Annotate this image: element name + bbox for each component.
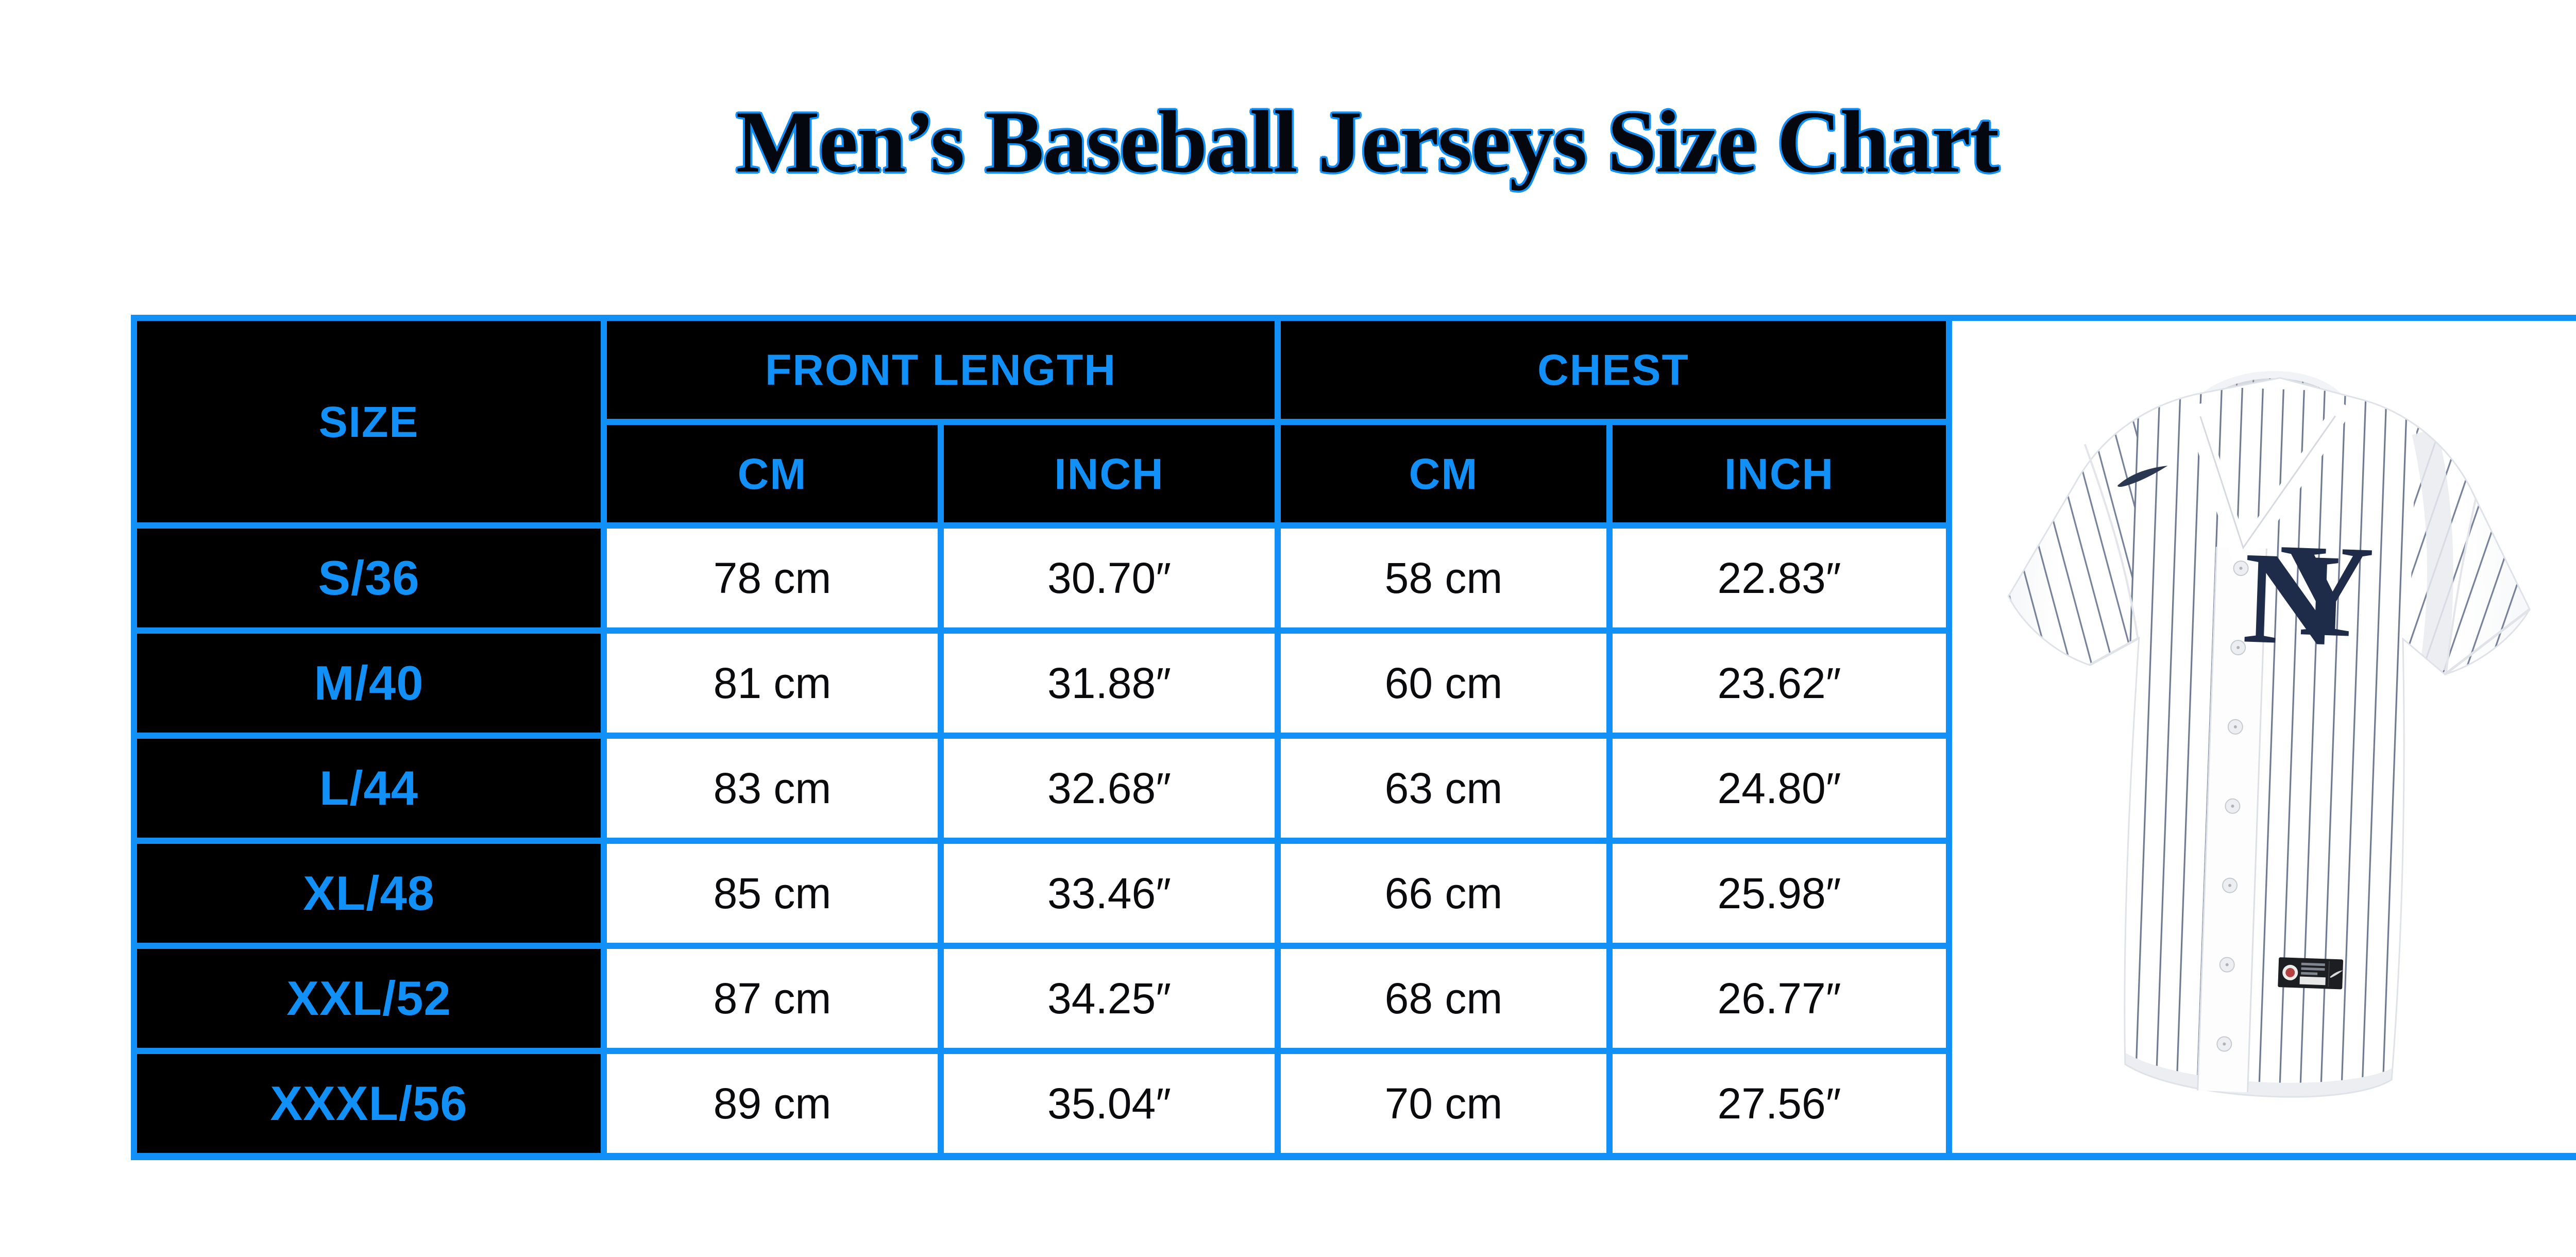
nike-swoosh-tag-icon (2330, 970, 2343, 978)
value-front-inch: 30.70″ (944, 529, 1275, 627)
value-front-inch: 32.68″ (944, 739, 1275, 838)
value-front-cm: 78 cm (607, 529, 938, 627)
value-chest-cm: 63 cm (1281, 739, 1606, 838)
jersey-collar (2184, 399, 2353, 581)
size-label: XL/48 (137, 844, 601, 943)
value-chest-cm: 70 cm (1281, 1054, 1606, 1153)
jersey-buttons (2216, 560, 2249, 1052)
size-chart-board: SIZE FRONT LENGTH CHEST CM INCH CM INCH … (131, 315, 2576, 1160)
jersey-jock-tag (2278, 957, 2344, 990)
header-chest-cm: CM (1281, 425, 1606, 522)
value-chest-cm: 60 cm (1281, 634, 1606, 733)
value-chest-inch: 25.98″ (1613, 844, 1946, 943)
value-front-cm: 81 cm (607, 634, 938, 733)
jersey-illustration: N Y (1990, 368, 2538, 1106)
size-label: L/44 (137, 739, 601, 838)
value-front-cm: 87 cm (607, 949, 938, 1048)
header-front-length: FRONT LENGTH (607, 321, 1275, 419)
header-chest-inch: INCH (1613, 425, 1946, 522)
value-front-cm: 89 cm (607, 1054, 938, 1153)
jersey-placket (2197, 547, 2267, 1093)
value-chest-cm: 66 cm (1281, 844, 1606, 943)
header-front-cm: CM (607, 425, 938, 522)
torso-pinstripes (2109, 384, 2423, 1105)
svg-text:N: N (2241, 524, 2342, 673)
header-front-inch: INCH (944, 425, 1275, 522)
value-chest-inch: 27.56″ (1613, 1054, 1946, 1153)
header-chest: CHEST (1281, 321, 1946, 419)
jersey-image: N Y (1952, 321, 2576, 1153)
value-chest-inch: 22.83″ (1613, 529, 1946, 627)
value-front-cm: 85 cm (607, 844, 938, 943)
size-label: M/40 (137, 634, 601, 733)
value-chest-inch: 23.62″ (1613, 634, 1946, 733)
value-front-inch: 34.25″ (944, 949, 1275, 1048)
value-chest-inch: 24.80″ (1613, 739, 1946, 838)
value-front-inch: 35.04″ (944, 1054, 1275, 1153)
svg-text:Y: Y (2275, 517, 2376, 666)
nike-swoosh-icon (2117, 466, 2168, 487)
value-chest-inch: 26.77″ (1613, 949, 1946, 1048)
jersey-body: N Y (1990, 368, 2538, 1106)
header-size: SIZE (137, 321, 601, 522)
value-front-inch: 31.88″ (944, 634, 1275, 733)
right-sleeve-pinstripes (2406, 383, 2538, 725)
value-front-inch: 33.46″ (944, 844, 1275, 943)
ny-logo: N Y (2241, 517, 2376, 674)
value-front-cm: 83 cm (607, 739, 938, 838)
size-label: XXL/52 (137, 949, 601, 1048)
value-chest-cm: 58 cm (1281, 529, 1606, 627)
value-chest-cm: 68 cm (1281, 949, 1606, 1048)
size-label: XXXL/56 (137, 1054, 601, 1153)
page-title: Men’s Baseball Jerseys Size Chart (736, 93, 1999, 191)
size-label: S/36 (137, 529, 601, 627)
